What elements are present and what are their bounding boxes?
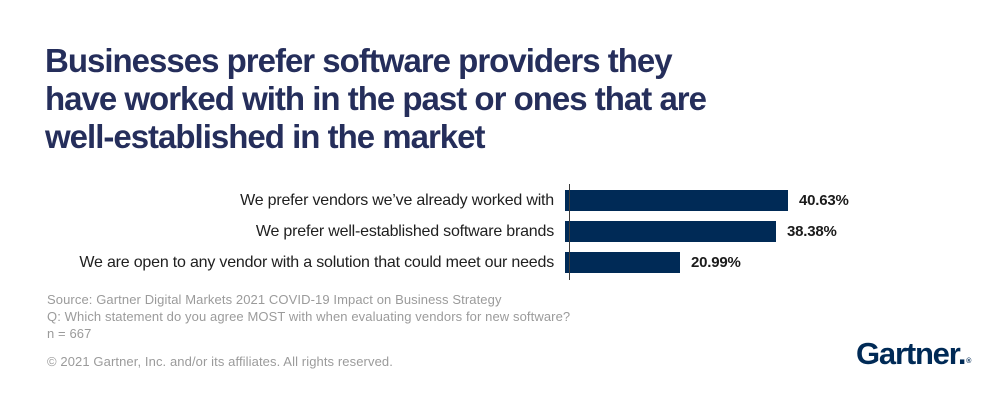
value-label: 40.63%	[799, 192, 849, 209]
bar-area: 38.38%	[565, 221, 837, 242]
registered-trademark-icon: ®	[966, 358, 972, 365]
chart-title: Businesses prefer software providers the…	[45, 42, 875, 156]
bar	[565, 252, 680, 273]
axis-line	[569, 184, 570, 280]
chart-row: We are open to any vendor with a solutio…	[45, 252, 955, 273]
bar-area: 20.99%	[565, 252, 741, 273]
question-note: Q: Which statement do you agree MOST wit…	[47, 309, 571, 324]
chart-row: We prefer vendors we’ve already worked w…	[45, 190, 955, 211]
category-label: We prefer well-established software bran…	[255, 222, 554, 240]
source-note: Source: Gartner Digital Markets 2021 COV…	[47, 292, 502, 307]
chart-row: We prefer well-established software bran…	[45, 221, 955, 242]
value-label: 20.99%	[691, 254, 741, 271]
bar	[565, 221, 776, 242]
copyright-notice: © 2021 Gartner, Inc. and/or its affiliat…	[47, 354, 393, 369]
sample-size-note: n = 667	[47, 326, 92, 341]
category-label: We are open to any vendor with a solutio…	[79, 253, 554, 271]
bar-area: 40.63%	[565, 190, 849, 211]
chart-title-line-1: Businesses prefer software providers the…	[45, 42, 673, 79]
footnotes: Source: Gartner Digital Markets 2021 COV…	[47, 291, 570, 342]
bar	[565, 190, 788, 211]
chart-rows: We prefer vendors we’ve already worked w…	[45, 190, 955, 273]
gartner-logo-text: Gartner.	[856, 336, 967, 371]
bar-chart: We prefer vendors we’ve already worked w…	[45, 184, 955, 280]
gartner-logo: Gartner.®	[856, 336, 971, 372]
category-label: We prefer vendors we’ve already worked w…	[240, 191, 554, 209]
chart-title-line-3: well-established in the market	[45, 118, 485, 155]
chart-title-line-2: have worked with in the past or ones tha…	[45, 80, 707, 117]
value-label: 38.38%	[787, 223, 837, 240]
